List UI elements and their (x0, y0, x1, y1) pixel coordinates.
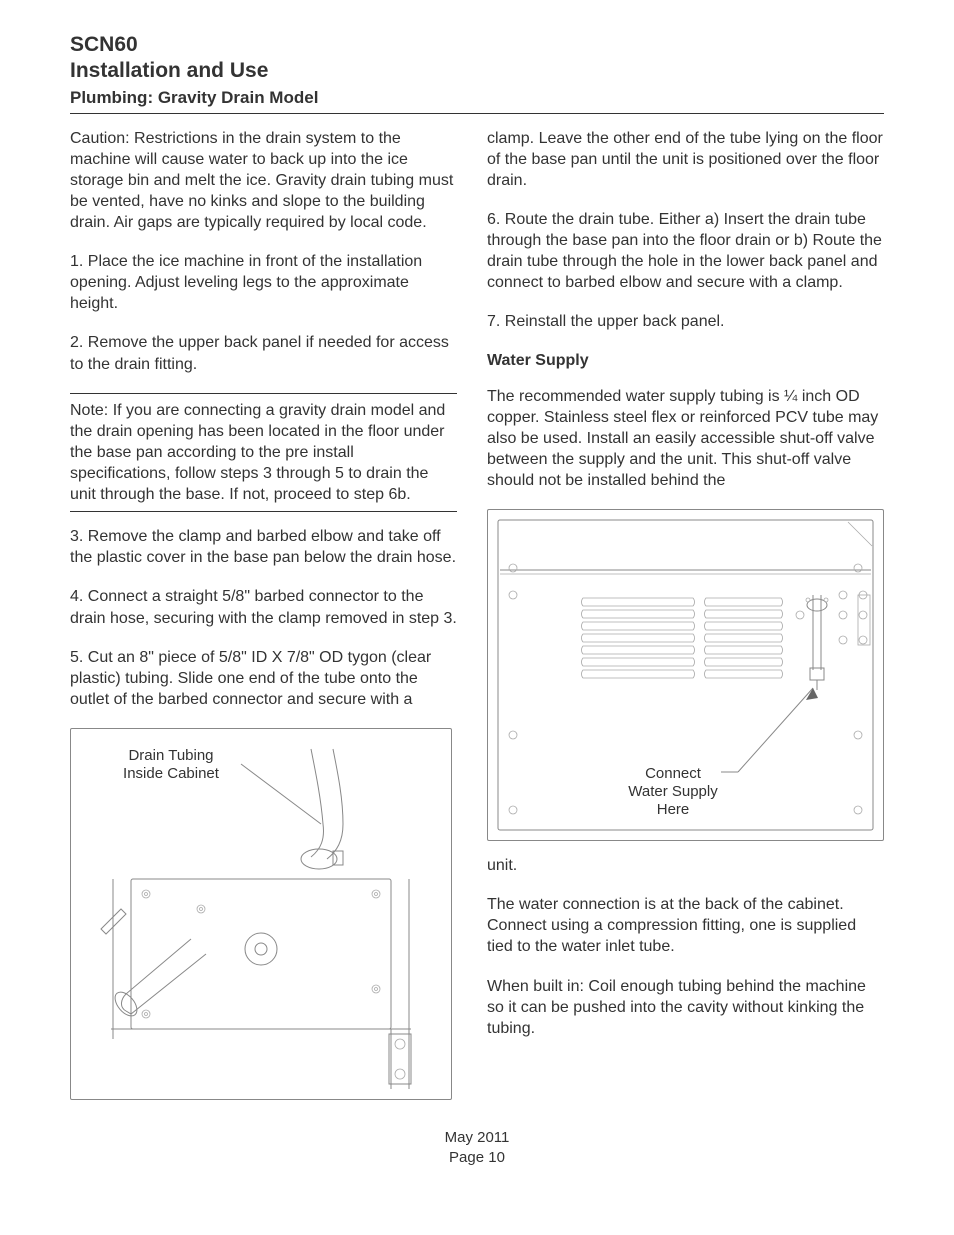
water-supply-heading: Water Supply (487, 350, 884, 371)
step-2: 2. Remove the upper back panel if needed… (70, 332, 457, 374)
note-rule-top (70, 393, 457, 394)
page-header: SCN60 Installation and Use Plumbing: Gra… (70, 32, 884, 114)
step-5: 5. Cut an 8" piece of 5/8" ID X 7/8" OD … (70, 647, 457, 710)
step-6: 6. Route the drain tube. Either a) Inser… (487, 209, 884, 293)
water-supply-svg (488, 510, 883, 840)
step-7: 7. Reinstall the upper back panel. (487, 311, 884, 332)
step-5-cont: clamp. Leave the other end of the tube l… (487, 128, 884, 191)
step-1: 1. Place the ice machine in front of the… (70, 251, 457, 314)
model-number: SCN60 (70, 32, 884, 58)
footer-page: Page 10 (449, 1149, 505, 1166)
caution-text: Caution: Restrictions in the drain syste… (70, 128, 457, 234)
water-supply-p4: When built in: Coil enough tubing behind… (487, 976, 884, 1039)
left-column: Caution: Restrictions in the drain syste… (70, 128, 457, 1100)
step-4: 4. Connect a straight 5/8" barbed connec… (70, 586, 457, 628)
drain-tubing-figure: Drain Tubing Inside Cabinet (70, 728, 452, 1100)
water-supply-p3: The water connection is at the back of t… (487, 894, 884, 957)
page-footer: May 2011 Page 10 (70, 1128, 884, 1167)
water-supply-p1: The recommended water supply tubing is ¼… (487, 386, 884, 492)
note-rule-bottom (70, 511, 457, 512)
doc-title: Installation and Use (70, 58, 884, 84)
drain-tubing-svg (71, 729, 451, 1099)
right-column: clamp. Leave the other end of the tube l… (487, 128, 884, 1100)
vent-group (581, 598, 782, 678)
water-supply-figure: Connect Water Supply Here (487, 509, 884, 841)
step-3: 3. Remove the clamp and barbed elbow and… (70, 526, 457, 568)
content-columns: Caution: Restrictions in the drain syste… (70, 128, 884, 1100)
section-title: Plumbing: Gravity Drain Model (70, 87, 884, 109)
footer-date: May 2011 (445, 1129, 510, 1146)
note-text: Note: If you are connecting a gravity dr… (70, 400, 457, 506)
water-supply-p2: unit. (487, 855, 884, 876)
